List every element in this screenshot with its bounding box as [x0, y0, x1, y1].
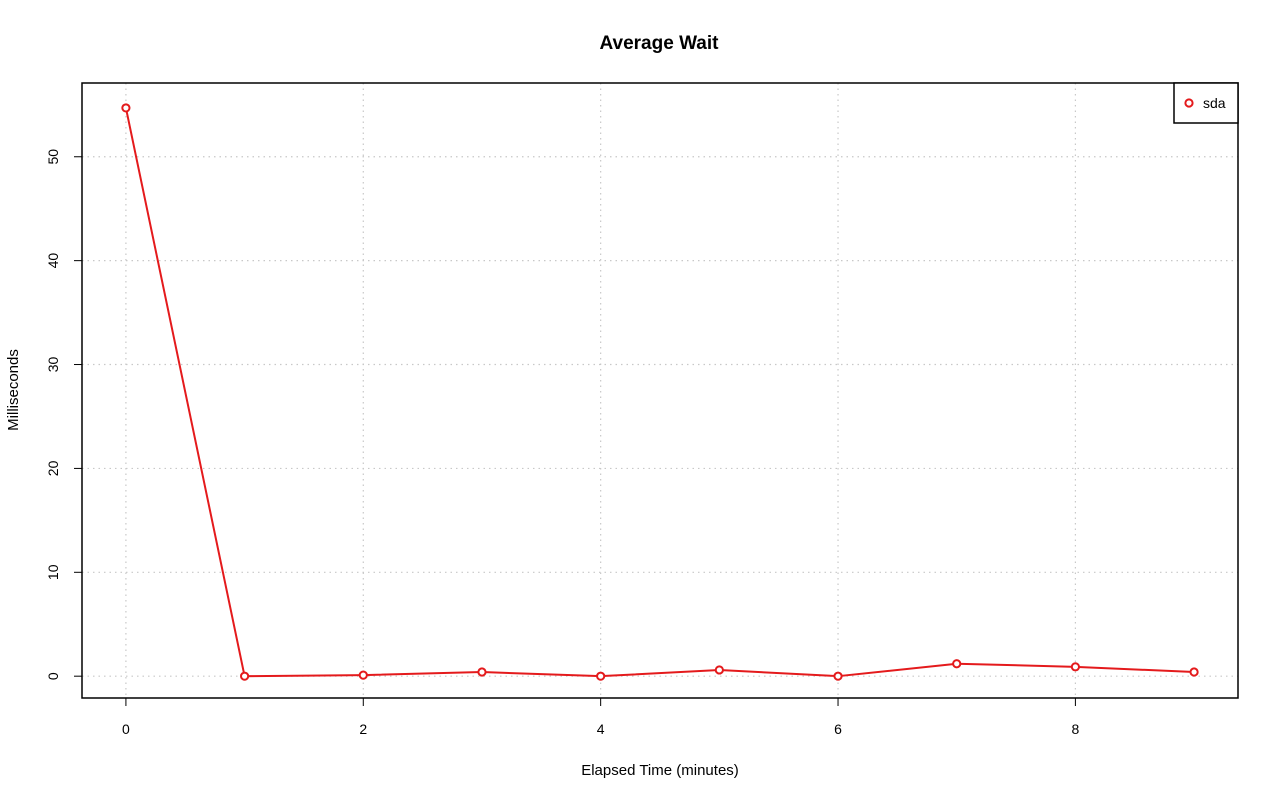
data-point — [477, 667, 487, 677]
x-axis: 0 2 4 6 8 — [122, 697, 1080, 737]
data-points — [121, 103, 1199, 681]
x-axis-label: Elapsed Time (minutes) — [581, 762, 739, 779]
legend-entry-sda: sda — [1203, 95, 1226, 111]
y-axis-label: Milliseconds — [5, 349, 22, 431]
data-point — [239, 671, 250, 681]
y-tick-label: 0 — [45, 672, 61, 680]
x-tick-label: 2 — [359, 721, 367, 737]
legend-marker-sda — [1184, 98, 1194, 108]
x-tick-label: 4 — [597, 721, 605, 737]
y-tick-label: 30 — [45, 357, 61, 373]
y-tick-label: 10 — [45, 564, 61, 580]
series-lines — [124, 107, 1195, 678]
y-tick-label: 40 — [45, 253, 61, 269]
series-line-sda — [124, 107, 1195, 678]
data-point — [714, 665, 724, 675]
y-tick-label: 20 — [45, 460, 61, 476]
x-tick-label: 8 — [1072, 721, 1080, 737]
data-point — [833, 671, 843, 681]
y-axis: 0 10 20 30 40 50 — [45, 149, 83, 680]
data-point — [358, 670, 368, 680]
data-point — [596, 671, 606, 681]
x-tick-label: 0 — [122, 721, 130, 737]
legend: sda — [1173, 82, 1239, 124]
x-tick-label: 6 — [834, 721, 842, 737]
grid-lines — [82, 83, 1238, 698]
data-point — [1070, 662, 1081, 672]
chart-title: Average Wait — [600, 33, 720, 54]
data-point — [952, 659, 962, 669]
data-point — [121, 103, 131, 113]
data-point — [1189, 667, 1199, 677]
y-tick-label: 50 — [45, 149, 61, 165]
plot-frame — [81, 82, 1239, 699]
